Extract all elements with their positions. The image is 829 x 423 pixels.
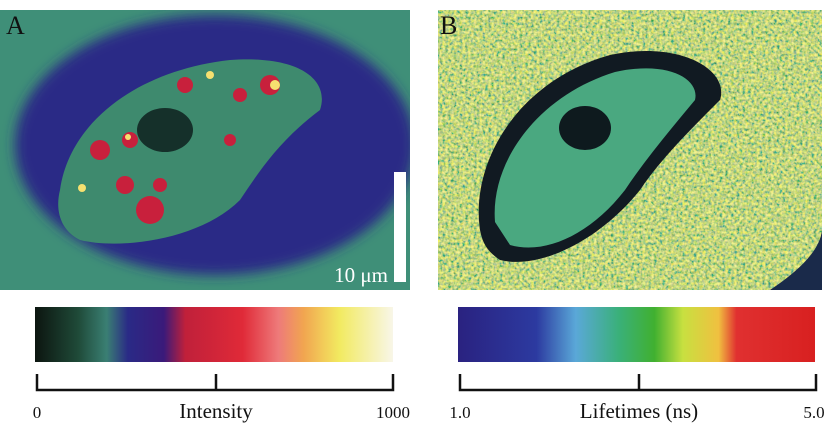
panel-letter: B (440, 11, 457, 40)
axis-title: Intensity (179, 399, 253, 423)
lifetime-image (438, 10, 822, 290)
scale-bar-label: 10 μm (334, 263, 388, 287)
tick-label: 0 (33, 403, 42, 422)
colorbar-axis (35, 374, 818, 392)
tick-label: 5.0 (803, 403, 824, 422)
tick-label: 1000 (376, 403, 410, 422)
colorbar (458, 307, 815, 362)
axis-title: Lifetimes (ns) (580, 399, 698, 423)
intensity-image (0, 10, 410, 290)
panel-letter: A (6, 11, 25, 40)
tick-label: 1.0 (449, 403, 470, 422)
colorbar (35, 307, 393, 362)
